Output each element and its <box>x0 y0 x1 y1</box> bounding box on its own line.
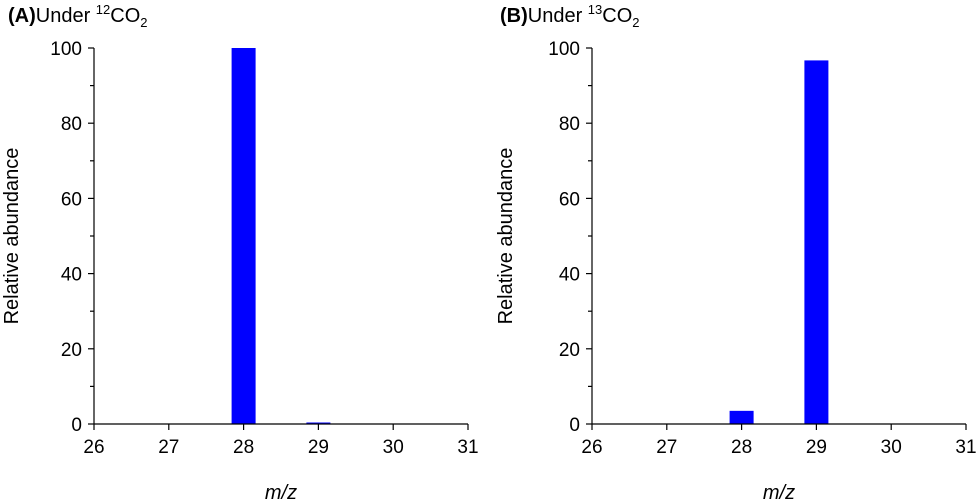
panel-a-x-tick-label: 30 <box>383 437 404 458</box>
panel-b-title-subscript: 2 <box>632 15 639 30</box>
panel-a-bar-28 <box>231 48 256 424</box>
panel-b-y-tick-label: 80 <box>559 114 580 135</box>
panel-a-y-tick-label: 40 <box>61 265 82 286</box>
panel-a-label: (A) <box>8 5 36 27</box>
panel-a-x-tick-label: 31 <box>457 437 478 458</box>
panel-b-y-tick-label: 100 <box>548 39 580 60</box>
panel-a-y-tick-label: 60 <box>61 189 82 210</box>
panel-b-bar-28 <box>729 410 754 424</box>
panel-a-title-prefix: Under <box>36 5 96 27</box>
panel-b-title: (B)Under 13CO2 <box>500 2 640 30</box>
panel-b-title-formula: CO <box>602 5 632 27</box>
panel-a-x-axis-title: m/z <box>265 482 297 504</box>
panel-a-title-formula: CO <box>110 5 140 27</box>
panel-a-y-tick-label: 0 <box>71 415 82 436</box>
panel-b-title-isotope: 13 <box>588 2 602 17</box>
panel-b-x-tick-label: 26 <box>581 437 602 458</box>
panel-a-title-isotope: 12 <box>96 2 110 17</box>
panel-a-x-tick-label: 27 <box>158 437 179 458</box>
panel-a-x-tick-label: 26 <box>83 437 104 458</box>
panel-b-x-tick-label: 28 <box>731 437 752 458</box>
panel-b: (B)Under 13CO2 Relative abundance m/z 02… <box>495 2 977 504</box>
panel-b-label: (B) <box>500 5 528 27</box>
panel-a-y-tick-label: 20 <box>61 340 82 361</box>
panel-a: (A)Under 12CO2 Relative abundance m/z 02… <box>1 2 479 504</box>
panel-b-bar-29 <box>804 60 829 425</box>
panel-b-y-tick-label: 40 <box>559 265 580 286</box>
panel-a-title: (A)Under 12CO2 <box>8 2 148 30</box>
panel-a-title-subscript: 2 <box>140 15 147 30</box>
panel-a-x-tick-label: 28 <box>233 437 254 458</box>
panel-a-y-tick-label: 80 <box>61 114 82 135</box>
panel-b-x-tick-label: 27 <box>656 437 677 458</box>
panel-b-x-axis-title: m/z <box>763 482 795 504</box>
panel-a-x-tick-label: 29 <box>308 437 329 458</box>
panel-b-y-tick-label: 0 <box>569 415 580 436</box>
panel-b-x-tick-label: 31 <box>955 437 976 458</box>
panel-b-y-axis-title: Relative abundance <box>495 148 517 325</box>
panel-b-x-tick-label: 30 <box>881 437 902 458</box>
panel-b-y-tick-label: 60 <box>559 189 580 210</box>
panel-b-y-tick-label: 20 <box>559 340 580 361</box>
panel-b-x-tick-label: 29 <box>806 437 827 458</box>
panel-a-y-axis-title: Relative abundance <box>1 148 23 325</box>
panel-a-y-tick-label: 100 <box>50 39 82 60</box>
panel-a-bar-29 <box>306 422 331 424</box>
panel-b-title-prefix: Under <box>528 5 588 27</box>
